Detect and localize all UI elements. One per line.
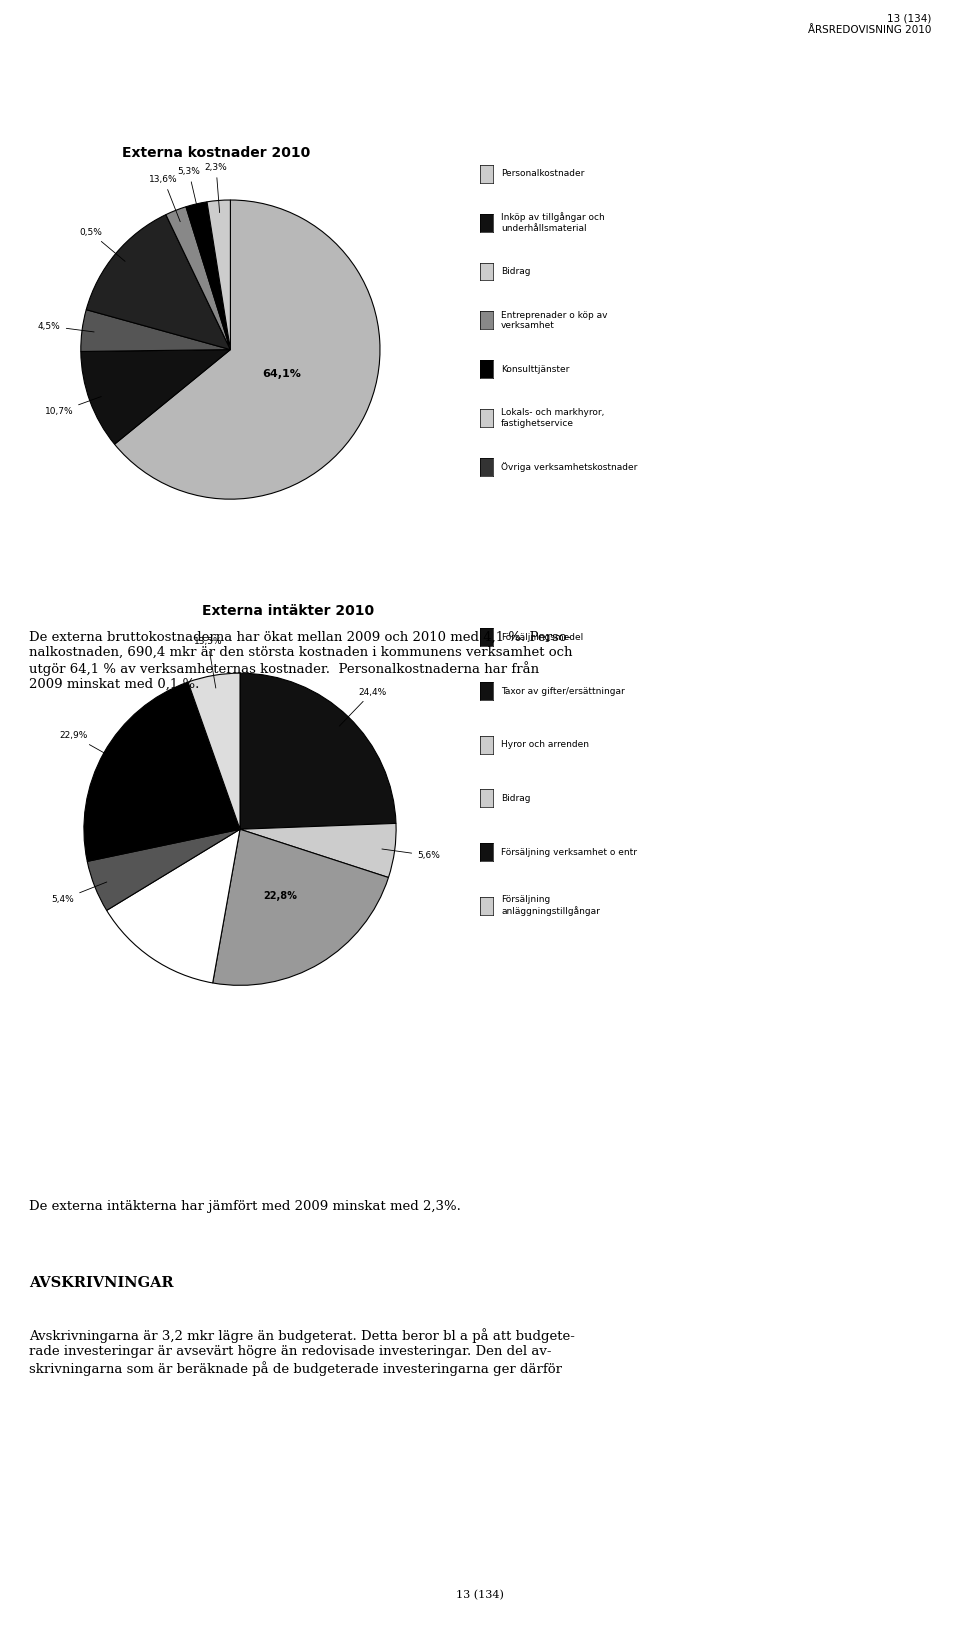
- Text: Externa kostnader 2010: Externa kostnader 2010: [122, 146, 310, 159]
- Text: Övriga verksamhetskostnader: Övriga verksamhetskostnader: [501, 462, 637, 472]
- Wedge shape: [86, 215, 230, 350]
- Text: 24,4%: 24,4%: [340, 688, 386, 727]
- Text: De externa intäkterna har jämfört med 2009 minskat med 2,3%.: De externa intäkterna har jämfört med 20…: [29, 1200, 461, 1213]
- Text: 13,5%: 13,5%: [194, 637, 222, 688]
- Text: 13 (134): 13 (134): [456, 1590, 504, 1600]
- Text: 2,3%: 2,3%: [204, 163, 228, 213]
- Text: Taxor av gifter/ersättningar: Taxor av gifter/ersättningar: [501, 686, 625, 696]
- Text: 13,6%: 13,6%: [150, 176, 180, 221]
- Text: 13 (134)
ÅRSREDOVISNING 2010: 13 (134) ÅRSREDOVISNING 2010: [807, 13, 931, 34]
- Text: Konsulttjänster: Konsulttjänster: [501, 364, 569, 374]
- Text: Hyror och arrenden: Hyror och arrenden: [501, 740, 589, 750]
- Text: 0,5%: 0,5%: [79, 228, 125, 262]
- Wedge shape: [240, 823, 396, 878]
- Text: Försäljning
anläggningstillgångar: Försäljning anläggningstillgångar: [501, 896, 600, 915]
- Text: 5,3%: 5,3%: [178, 167, 201, 216]
- Wedge shape: [213, 829, 389, 985]
- Text: Bidrag: Bidrag: [501, 267, 531, 276]
- Text: Externa intäkter 2010: Externa intäkter 2010: [202, 605, 374, 618]
- Text: Entreprenader o köp av
verksamhet: Entreprenader o köp av verksamhet: [501, 311, 608, 330]
- Wedge shape: [186, 202, 230, 350]
- Wedge shape: [166, 207, 230, 350]
- Text: De externa bruttokostnaderna har ökat mellan 2009 och 2010 med 4,1 %. Perso-
nal: De externa bruttokostnaderna har ökat me…: [29, 631, 572, 691]
- Wedge shape: [114, 200, 380, 499]
- Text: Bidrag: Bidrag: [501, 793, 531, 803]
- Text: Försäljningsmedel: Försäljningsmedel: [501, 633, 584, 642]
- Text: Personalkostnader: Personalkostnader: [501, 169, 585, 179]
- Wedge shape: [188, 673, 240, 829]
- Text: 22,9%: 22,9%: [60, 732, 115, 759]
- Text: AVSKRIVNINGAR: AVSKRIVNINGAR: [29, 1276, 174, 1291]
- Wedge shape: [87, 829, 240, 911]
- Text: 5,4%: 5,4%: [52, 881, 107, 904]
- Wedge shape: [81, 350, 230, 444]
- Text: 5,6%: 5,6%: [382, 849, 440, 860]
- Text: 22,8%: 22,8%: [263, 891, 297, 901]
- Text: 10,7%: 10,7%: [44, 397, 101, 416]
- Text: Lokals- och markhyror,
fastighetservice: Lokals- och markhyror, fastighetservice: [501, 408, 605, 428]
- Wedge shape: [240, 673, 396, 829]
- Wedge shape: [207, 200, 230, 350]
- Wedge shape: [81, 309, 230, 351]
- Text: Avskrivningarna är 3,2 mkr lägre än budgeterat. Detta beror bl a på att budgete-: Avskrivningarna är 3,2 mkr lägre än budg…: [29, 1328, 575, 1376]
- Text: Försäljning verksamhet o entr: Försäljning verksamhet o entr: [501, 847, 637, 857]
- Text: 4,5%: 4,5%: [38, 322, 94, 332]
- Text: Inköp av tillgångar och
underhållsmaterial: Inköp av tillgångar och underhållsmateri…: [501, 213, 605, 233]
- Wedge shape: [84, 681, 240, 862]
- Wedge shape: [107, 829, 240, 984]
- Text: 64,1%: 64,1%: [262, 369, 301, 379]
